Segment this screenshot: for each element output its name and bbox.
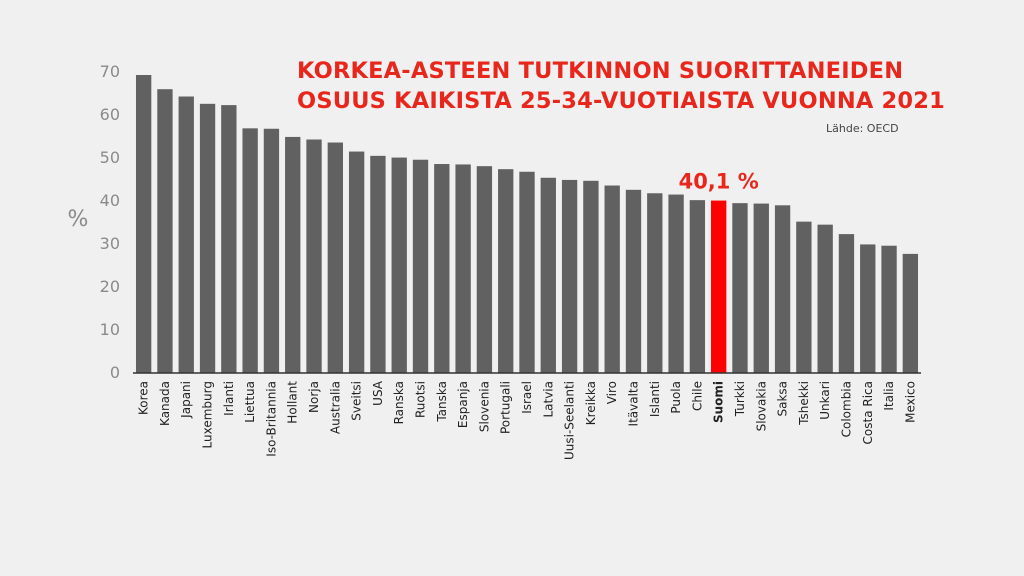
chart-title-line-2: OSUUS KAIKISTA 25-34-VUOTIAISTA VUONNA 2… — [297, 88, 945, 114]
x-category-label: Suomi — [712, 381, 726, 423]
bar — [135, 75, 152, 373]
bar — [625, 189, 642, 373]
x-category-label: Norja — [307, 381, 321, 413]
bar-highlighted — [711, 200, 727, 373]
bar — [583, 180, 599, 373]
bar — [881, 245, 897, 373]
x-category-label: Puola — [669, 381, 683, 414]
bar — [476, 166, 493, 373]
bar — [774, 205, 791, 373]
x-category-label: Sveitsi — [350, 381, 364, 421]
x-category-label: Itävalta — [626, 381, 640, 426]
bar — [689, 200, 706, 373]
bar — [796, 221, 812, 373]
x-category-label: Costa Rica — [861, 381, 875, 444]
bar — [519, 171, 535, 373]
x-category-label: Iso-Britannia — [264, 381, 278, 457]
x-category-label: Mexico — [903, 381, 917, 423]
bar — [285, 136, 301, 373]
x-category-label: Kanada — [158, 381, 172, 426]
x-category-label: Tanska — [435, 381, 449, 423]
bar — [561, 179, 578, 373]
x-category-label: Espanja — [456, 381, 470, 428]
bar — [221, 105, 237, 374]
x-category-label: Uusi-Seelanti — [563, 381, 577, 460]
x-category-label: Ruotsi — [414, 381, 428, 418]
x-category-label: Liettua — [243, 381, 257, 423]
x-category-label: Slovakia — [754, 381, 768, 431]
x-category-label: Islanti — [648, 381, 662, 417]
x-category-label: Slovenia — [477, 381, 491, 432]
chart-title-line-1: KORKEA-ASTEEN TUTKINNON SUORITTANEIDEN — [297, 58, 904, 84]
bar — [157, 89, 173, 373]
x-category-label: Luxemburg — [201, 381, 215, 448]
bar — [434, 164, 450, 373]
x-category-label: USA — [371, 380, 385, 406]
x-category-label: Saksa — [776, 381, 790, 417]
bar — [604, 185, 620, 373]
x-category-label: Irlanti — [222, 381, 236, 416]
bar — [178, 96, 194, 373]
y-tick-label: 20 — [100, 277, 120, 296]
bar — [647, 193, 663, 373]
bar — [668, 194, 684, 373]
bar — [242, 128, 258, 373]
x-category-label: Portugali — [499, 381, 513, 434]
highlight-value-label: 40,1 % — [679, 170, 759, 194]
bar — [455, 164, 471, 373]
y-tick-label: 60 — [100, 105, 120, 124]
bar — [412, 159, 429, 373]
bar — [902, 253, 919, 373]
bar — [860, 244, 876, 373]
x-category-label: Chile — [690, 381, 704, 411]
source-note: Lähde: OECD — [826, 122, 899, 135]
bar — [263, 128, 280, 373]
bar — [753, 203, 769, 373]
x-category-label: Japani — [179, 381, 193, 419]
y-tick-label: 30 — [100, 234, 120, 253]
x-category-label: Kreikka — [584, 381, 598, 425]
x-category-label: Ranska — [392, 381, 406, 424]
x-category-label: Korea — [137, 381, 151, 415]
x-category-label: Viro — [605, 381, 619, 404]
y-axis-label: % — [68, 207, 89, 232]
y-tick-label: 10 — [100, 320, 120, 339]
bar — [348, 151, 365, 373]
y-tick-label: 70 — [100, 62, 120, 81]
bar — [540, 177, 556, 373]
y-tick-label: 50 — [100, 148, 120, 167]
bar — [306, 139, 322, 373]
x-category-label: Australia — [328, 381, 342, 434]
x-category-label: Colombia — [839, 381, 853, 437]
x-category-label: Unkari — [818, 381, 832, 420]
x-category-label: Turkki — [733, 381, 747, 417]
x-category-label: Tshekki — [797, 381, 811, 426]
bar — [370, 155, 386, 373]
y-tick-label: 0 — [110, 363, 120, 382]
bar — [498, 169, 514, 373]
y-tick-label: 40 — [100, 191, 120, 210]
bar — [327, 142, 343, 373]
x-category-label: Hollant — [286, 381, 300, 424]
x-category-label: Italia — [882, 381, 896, 411]
bar — [732, 203, 748, 373]
bar — [817, 224, 833, 373]
bar — [391, 157, 407, 373]
x-category-label: Latvia — [541, 381, 555, 418]
bar — [838, 234, 855, 373]
x-category-label: Israel — [520, 381, 534, 414]
bar — [199, 103, 216, 373]
